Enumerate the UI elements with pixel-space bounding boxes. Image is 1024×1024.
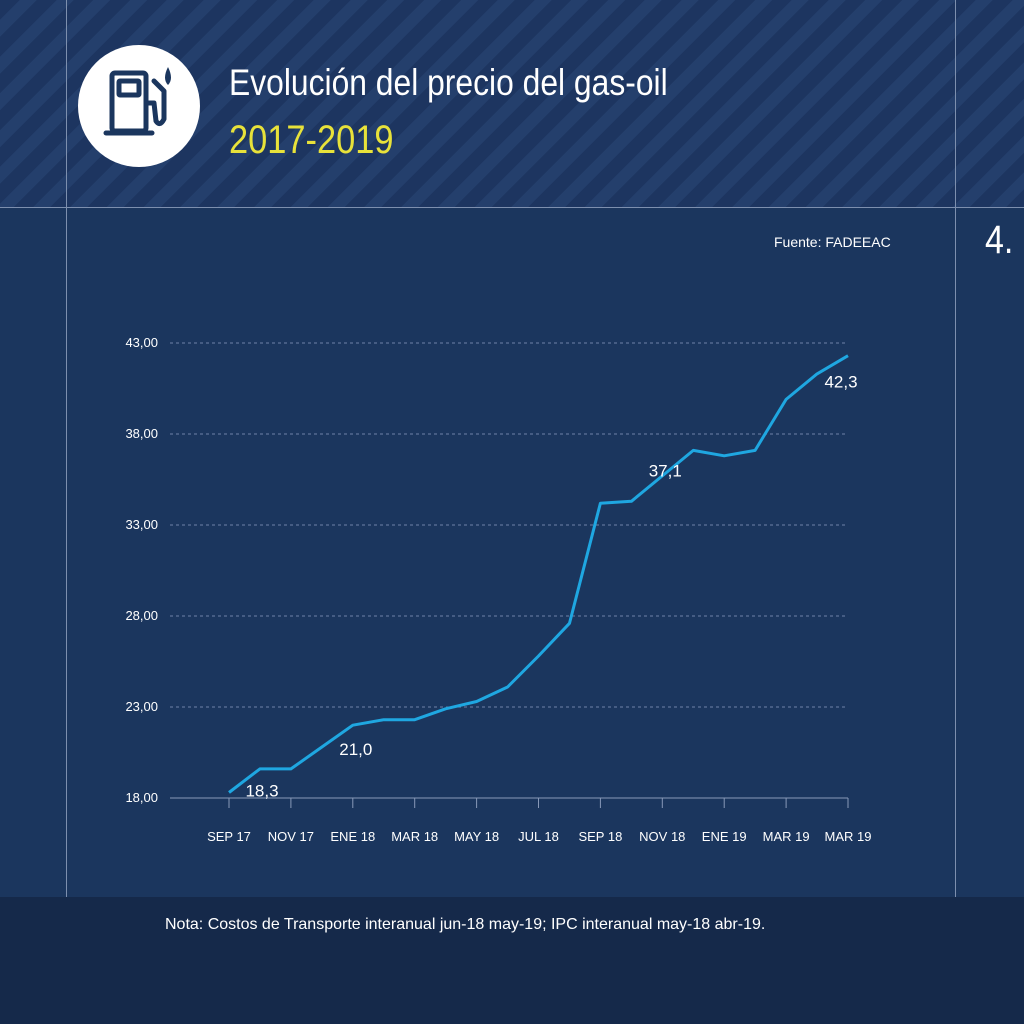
header-divider [0,207,1024,208]
grid-lines [170,342,848,708]
y-tick-label: 38,00 [125,426,158,441]
footer-band [0,897,1024,1024]
chart-title: Evolución del precio del gas-oil [229,62,668,103]
x-axis-ticks: SEP 17 NOV 17 ENE 18 MAR 18 MAY 18 JUL 18 SEP … [207,798,871,844]
header-band [0,0,1024,207]
data-label: 21,0 [339,740,372,759]
data-labels: 18,3 21,0 37,1 42,3 [245,373,857,801]
page-number: 4. [985,218,1014,262]
x-tick-label: MAR 19 [825,829,872,844]
x-tick-label: SEP 17 [207,829,251,844]
y-tick-label: 23,00 [125,699,158,714]
x-tick-label: NOV 17 [268,829,314,844]
x-tick-label: NOV 18 [639,829,685,844]
x-tick-label: MAR 19 [763,829,810,844]
source-label: Fuente: FADEEAC [774,234,891,250]
series-line [228,354,849,794]
x-tick-label: ENE 18 [330,829,375,844]
gas-pump-icon [78,45,200,167]
chart-subtitle: 2017-2019 [229,118,394,162]
data-label: 37,1 [649,461,682,480]
x-tick-label: JUL 18 [518,829,559,844]
y-tick-label: 43,00 [125,335,158,350]
footnote: Nota: Costos de Transporte interanual ju… [165,916,766,933]
x-tick-label: SEP 18 [578,829,622,844]
data-label: 18,3 [245,782,278,801]
x-tick-label: MAR 18 [391,829,438,844]
x-tick-label: ENE 19 [702,829,747,844]
y-axis-ticks: 18,00 23,00 28,00 33,00 38,00 43,00 [125,335,158,805]
data-label: 42,3 [824,373,857,392]
y-tick-label: 18,00 [125,790,158,805]
frame-line-left [66,0,67,1024]
frame-line-right [955,0,956,1024]
x-tick-label: MAY 18 [454,829,499,844]
y-tick-label: 33,00 [125,517,158,532]
y-tick-label: 28,00 [125,608,158,623]
